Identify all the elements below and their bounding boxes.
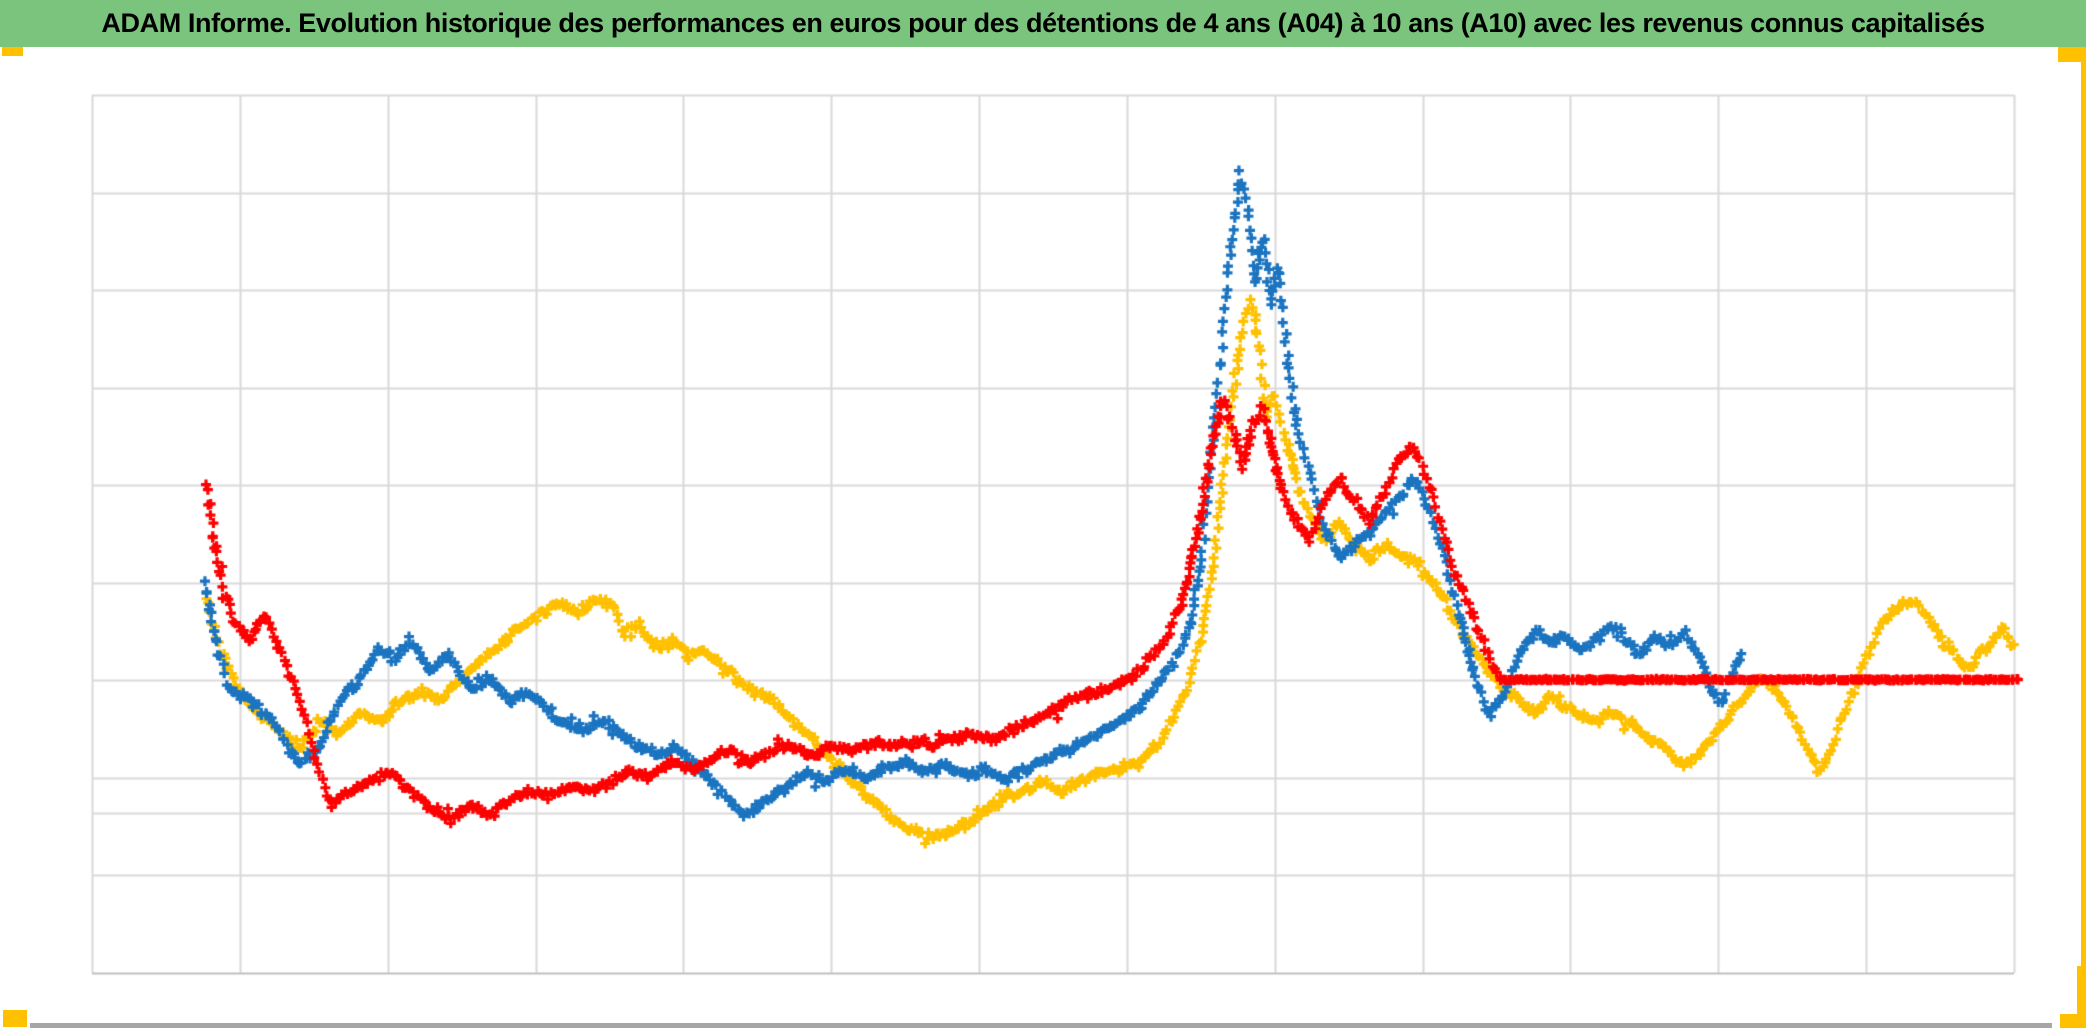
- title-bar: ADAM Informe. Evolution historique des p…: [0, 0, 2086, 47]
- selection-handle-bottom-left[interactable]: [3, 1010, 27, 1027]
- selection-edge-right: [2081, 47, 2086, 1028]
- chart-title: ADAM Informe. Evolution historique des p…: [101, 8, 1985, 38]
- selection-handle-bottom-right-foot[interactable]: [2060, 1014, 2086, 1028]
- selection-handle-bottom-right[interactable]: [2077, 966, 2086, 1028]
- selection-handle-top-right[interactable]: [2058, 47, 2086, 62]
- selection-handle-top-left[interactable]: [2, 47, 23, 56]
- window-bottom-edge: [30, 1023, 2052, 1028]
